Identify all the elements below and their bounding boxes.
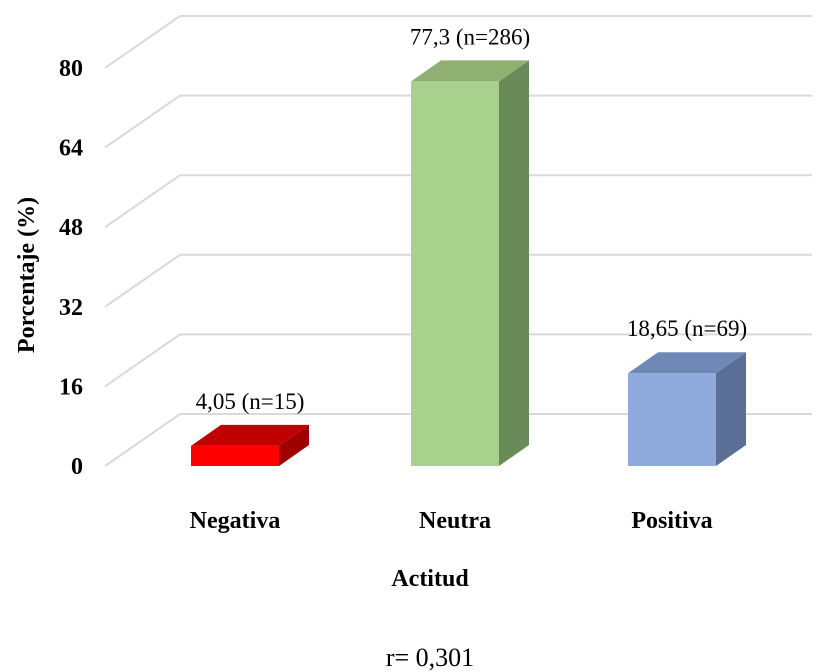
y-tick-label: 64 xyxy=(59,136,83,162)
x-category-label: Positiva xyxy=(631,508,712,534)
bar-positiva xyxy=(628,352,746,466)
gridlines xyxy=(104,15,812,467)
bars xyxy=(191,60,746,467)
y-tick-labels: 0 16 32 48 64 80 xyxy=(59,56,83,480)
gridline xyxy=(104,15,812,69)
bar-front xyxy=(628,373,716,466)
gridline xyxy=(104,333,812,388)
gridline xyxy=(104,94,812,149)
bar-top xyxy=(411,60,529,82)
bar-side xyxy=(499,60,529,467)
x-axis-label: Actitud xyxy=(391,566,469,592)
y-axis-label: Porcentaje (%) xyxy=(14,197,40,353)
bar-top xyxy=(191,424,309,446)
data-label: 18,65 (n=69) xyxy=(627,316,747,341)
bar-side xyxy=(279,424,309,466)
y-tick-label: 80 xyxy=(59,56,83,82)
y-tick-label: 16 xyxy=(59,374,83,400)
bar-top xyxy=(628,352,746,374)
y-tick-label: 32 xyxy=(59,295,83,321)
bar-neutra xyxy=(411,60,529,467)
gridline xyxy=(104,253,812,308)
data-label: 77,3 (n=286) xyxy=(410,24,530,49)
x-category-label: Negativa xyxy=(190,508,281,534)
gridline xyxy=(104,413,812,467)
bar-negativa xyxy=(191,424,309,466)
data-labels: 4,05 (n=15) 77,3 (n=286) 18,65 (n=69) xyxy=(196,24,748,413)
y-tick-label: 0 xyxy=(71,454,83,480)
bar-front xyxy=(191,445,279,466)
bar-side xyxy=(716,352,746,466)
bar-front xyxy=(411,81,499,467)
correlation-note: r= 0,301 xyxy=(386,643,474,672)
data-label: 4,05 (n=15) xyxy=(196,389,305,414)
x-category-labels: Negativa Neutra Positiva xyxy=(190,508,713,534)
x-category-label: Neutra xyxy=(419,508,491,534)
y-tick-label: 48 xyxy=(59,215,83,241)
gridline xyxy=(104,174,812,229)
